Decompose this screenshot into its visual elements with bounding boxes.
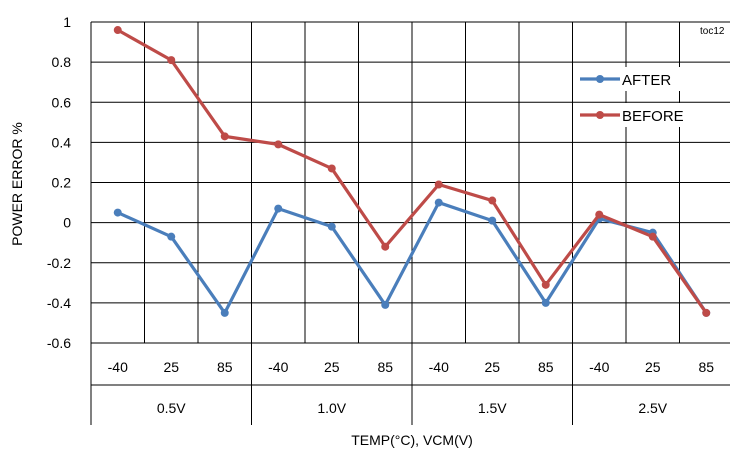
data-point-after <box>541 298 550 307</box>
data-point-after <box>167 232 176 241</box>
data-point-before <box>648 232 657 241</box>
y-tick-label: 0.6 <box>52 94 72 110</box>
legend-swatch-marker <box>596 111 604 119</box>
data-point-before <box>434 180 443 189</box>
x-tick-label: 25 <box>324 359 340 375</box>
x-axis-groups: 0.5V 1.0V 1.5V 2.5V <box>157 400 668 416</box>
x-tick-label: -40 <box>268 359 288 375</box>
x-tick-label: 25 <box>484 359 500 375</box>
data-point-before <box>595 210 604 219</box>
figure-tag: toc12 <box>700 26 725 37</box>
group-label: 1.0V <box>317 400 346 416</box>
y-tick-label: 0.8 <box>52 54 72 70</box>
y-tick-label: 0.2 <box>52 175 72 191</box>
x-axis-title: TEMP(°C), VCM(V) <box>351 432 472 448</box>
legend-swatch-marker <box>596 75 604 83</box>
series-line-before <box>116 28 708 314</box>
series-line-after <box>117 200 708 315</box>
data-point-after <box>220 308 229 317</box>
plot-frame <box>90 343 730 425</box>
x-tick-label: 85 <box>377 359 393 375</box>
x-tick-label: -40 <box>429 359 449 375</box>
legend-label: AFTER <box>622 72 671 89</box>
data-point-before <box>167 56 176 65</box>
y-tick-label: -0.6 <box>47 335 71 351</box>
data-point-before <box>702 308 711 317</box>
data-point-after <box>327 222 336 231</box>
data-point-before <box>541 280 550 289</box>
data-point-after <box>274 204 283 213</box>
y-tick-label: 1 <box>63 14 71 30</box>
data-point-after <box>488 216 497 225</box>
series-lines <box>113 26 711 317</box>
y-axis-title: POWER ERROR % <box>9 122 25 246</box>
y-axis-ticks: 1 0.8 0.6 0.4 0.2 0 -0.2 -0.4 -0.6 <box>47 14 71 351</box>
data-point-before <box>220 132 229 141</box>
x-axis-ticks: -40 25 85 -40 25 85 -40 25 85 -40 25 85 <box>108 359 715 375</box>
y-tick-label: 0 <box>63 215 71 231</box>
data-point-before <box>488 196 497 205</box>
group-label: 0.5V <box>157 400 186 416</box>
legend-label: BEFORE <box>622 108 684 125</box>
y-tick-label: -0.4 <box>47 295 71 311</box>
x-tick-label: -40 <box>589 359 609 375</box>
group-label: 1.5V <box>478 400 507 416</box>
grid-lines <box>90 21 730 344</box>
group-label: 2.5V <box>638 400 667 416</box>
y-tick-label: 0.4 <box>52 134 72 150</box>
data-point-after <box>381 300 390 309</box>
x-tick-label: 85 <box>698 359 714 375</box>
legend: AFTER BEFORE <box>576 67 704 127</box>
data-point-before <box>327 164 336 173</box>
y-tick-label: -0.2 <box>47 255 71 271</box>
data-point-before <box>274 140 283 149</box>
data-point-after <box>113 208 122 217</box>
data-point-before <box>381 242 390 251</box>
x-tick-label: -40 <box>108 359 128 375</box>
data-point-before <box>113 26 122 35</box>
x-tick-label: 85 <box>538 359 554 375</box>
x-tick-label: 25 <box>645 359 661 375</box>
x-tick-label: 85 <box>217 359 233 375</box>
data-point-after <box>434 198 443 207</box>
x-tick-label: 25 <box>163 359 179 375</box>
